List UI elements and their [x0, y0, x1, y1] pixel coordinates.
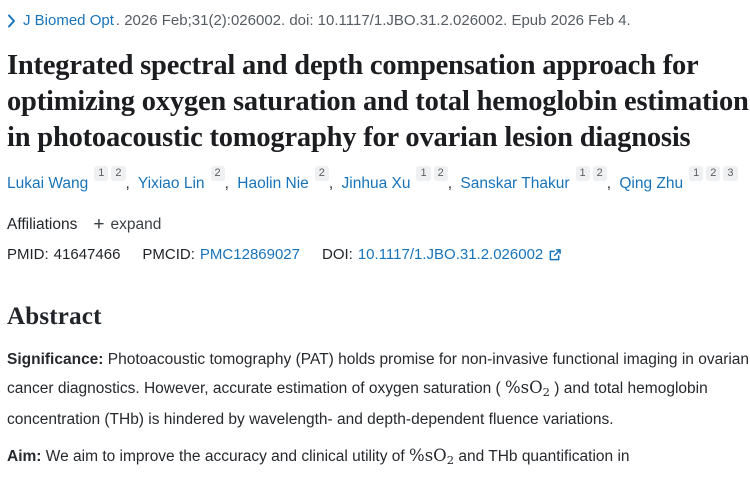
- pmcid-label: PMCID:: [142, 246, 195, 264]
- author-link[interactable]: Lukai Wang: [7, 175, 89, 193]
- aim-text-1: We aim to improve the accuracy and clini…: [41, 448, 410, 466]
- affiliation-badge[interactable]: 3: [723, 166, 738, 181]
- authors-row: Lukai Wang1 2, Yixiao Lin2, Haolin Nie2, …: [7, 166, 745, 196]
- so2-math: %sO: [504, 378, 543, 398]
- affiliations-expand-button[interactable]: + expand: [93, 214, 162, 236]
- pmid-group: PMID: 41647466: [7, 246, 120, 263]
- affiliation-badge[interactable]: 2: [314, 166, 329, 181]
- author-separator: ,: [224, 175, 229, 193]
- expand-label: expand: [110, 216, 162, 234]
- article-title: Integrated spectral and depth compensati…: [7, 50, 749, 153]
- so2-subscript: 2: [542, 385, 550, 400]
- affiliations-row: Affiliations + expand: [7, 214, 745, 236]
- author-link[interactable]: Haolin Nie: [237, 175, 309, 193]
- author-separator: ,: [125, 175, 130, 193]
- affiliation-badge[interactable]: 2: [592, 166, 607, 181]
- significance-label: Significance:: [7, 351, 104, 369]
- author-separator: ,: [447, 175, 453, 193]
- aim-paragraph: Aim: We aim to improve the accuracy and …: [7, 442, 750, 474]
- so2-subscript: 2: [446, 453, 455, 468]
- affiliation-badge[interactable]: 2: [706, 166, 721, 181]
- significance-text-2: ) and total hemoglobin concentration (TH…: [7, 380, 708, 429]
- affiliations-label: Affiliations: [7, 216, 78, 234]
- affiliation-badge[interactable]: 1: [575, 166, 590, 181]
- author-separator: ,: [606, 175, 612, 193]
- doi-group: DOI: 10.1117/1.JBO.31.2.026002: [322, 246, 562, 263]
- journal-link[interactable]: J Biomed Opt: [23, 12, 114, 29]
- doi-label: DOI:: [322, 246, 353, 264]
- significance-text-1: Photoacoustic tomography (PAT) holds pro…: [7, 351, 750, 398]
- aim-label: Aim:: [7, 448, 42, 466]
- author-link[interactable]: Qing Zhu: [619, 175, 684, 193]
- pmcid-link[interactable]: PMC12869027: [199, 246, 300, 264]
- author-link[interactable]: Sanskar Thakur: [460, 175, 570, 193]
- affiliation-badge[interactable]: 2: [111, 166, 126, 181]
- pmcid-group: PMCID: PMC12869027: [142, 246, 300, 263]
- author-link[interactable]: Jinhua Xu: [341, 175, 411, 193]
- affiliation-badge[interactable]: 2: [210, 166, 225, 181]
- pmid-value: 41647466: [53, 246, 121, 264]
- affiliation-badge[interactable]: 1: [689, 166, 704, 181]
- chevron-right-icon[interactable]: [7, 14, 16, 28]
- affiliation-badge[interactable]: 1: [416, 166, 431, 181]
- plus-icon: +: [93, 214, 105, 236]
- author-separator: ,: [328, 175, 334, 193]
- abstract-heading: Abstract: [7, 303, 102, 331]
- so2-math: %sO: [409, 446, 447, 466]
- doi-link[interactable]: 10.1117/1.JBO.31.2.026002: [357, 246, 544, 264]
- author-link[interactable]: Yixiao Lin: [137, 175, 205, 193]
- aim-text-2: and THb quantification in: [454, 448, 630, 466]
- affiliation-badge[interactable]: 2: [433, 166, 448, 181]
- citation-details: . 2026 Feb;31(2):026002. doi: 10.1117/1.…: [115, 12, 631, 29]
- significance-paragraph: Significance: Photoacoustic tomography (…: [7, 346, 750, 434]
- ids-row: PMID: 41647466 PMCID: PMC12869027 DOI: 1…: [7, 246, 745, 263]
- pubmed-article-page: J Biomed Opt . 2026 Feb;31(2):026002. do…: [7, 12, 750, 474]
- pmid-label: PMID:: [7, 246, 49, 264]
- affiliation-badge[interactable]: 1: [94, 166, 109, 181]
- citation-row: J Biomed Opt . 2026 Feb;31(2):026002. do…: [7, 12, 745, 29]
- external-link-icon[interactable]: [548, 248, 562, 262]
